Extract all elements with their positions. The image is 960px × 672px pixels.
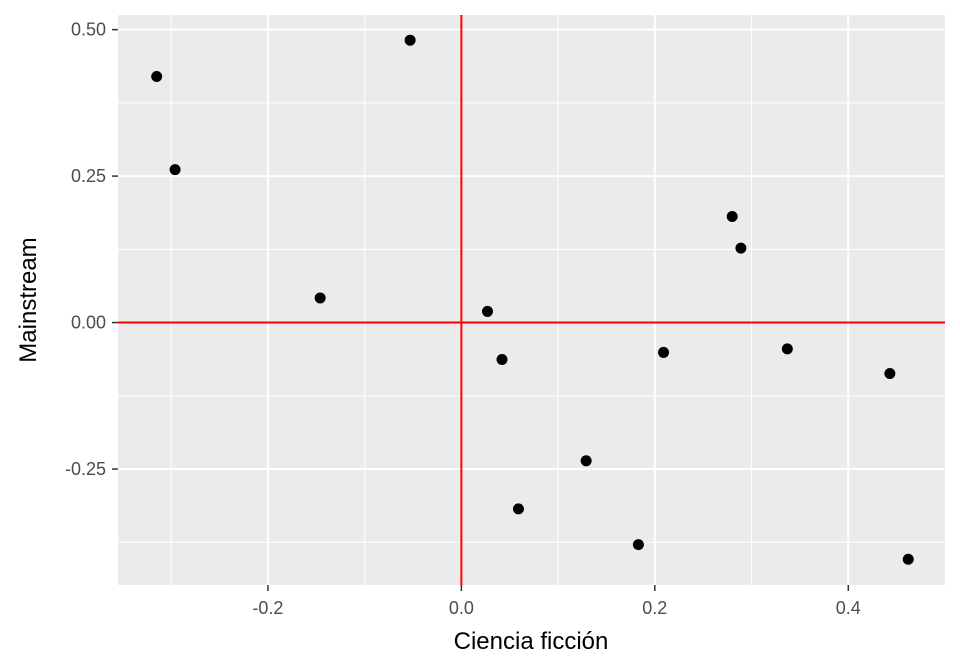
x-tick-label: 0.2 — [642, 598, 667, 618]
data-point — [314, 292, 326, 304]
plot-panel — [118, 15, 945, 585]
y-tick-label: -0.25 — [65, 459, 106, 479]
y-tick-label: 0.00 — [71, 313, 106, 333]
data-point — [781, 343, 793, 355]
y-axis: -0.25 0.00 0.25 0.50 — [65, 20, 118, 479]
data-point — [404, 34, 416, 46]
data-point — [481, 305, 493, 317]
data-point — [151, 71, 163, 83]
y-axis-title: Mainstream — [15, 237, 42, 362]
data-point — [884, 368, 896, 380]
data-point — [735, 242, 747, 254]
x-tick-label: -0.2 — [252, 598, 283, 618]
x-axis: -0.2 0.0 0.2 0.4 — [252, 585, 861, 618]
data-point — [726, 211, 738, 223]
data-point — [902, 553, 914, 565]
x-tick-label: 0.4 — [836, 598, 861, 618]
x-axis-title: Ciencia ficción — [454, 628, 609, 655]
data-point — [580, 455, 592, 467]
data-points — [151, 34, 914, 565]
data-point — [658, 346, 670, 358]
data-point — [169, 164, 181, 176]
y-tick-label: 0.50 — [71, 20, 106, 40]
data-point — [512, 503, 524, 515]
data-point — [632, 539, 644, 551]
x-tick-label: 0.0 — [449, 598, 474, 618]
y-tick-label: 0.25 — [71, 166, 106, 186]
minor-gridlines — [118, 15, 945, 585]
reference-lines — [118, 15, 945, 585]
data-point — [496, 353, 508, 365]
